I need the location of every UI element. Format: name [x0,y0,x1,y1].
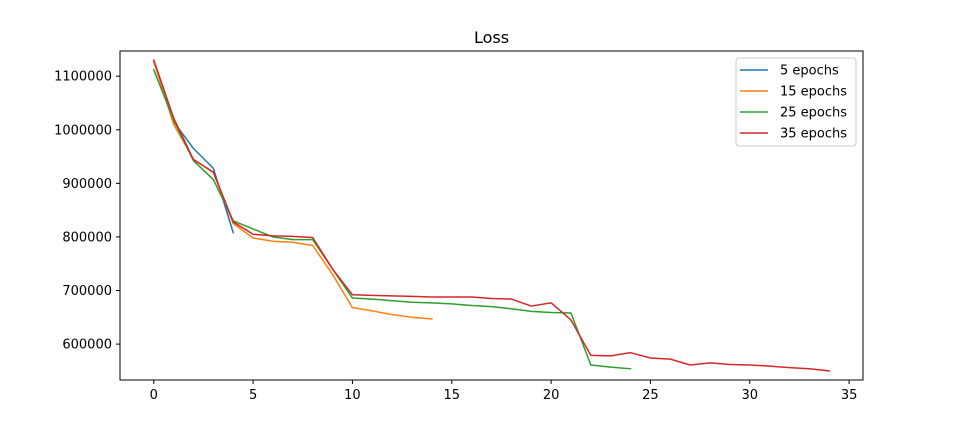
y-tick-label: 1000000 [54,123,112,138]
x-tick-label: 10 [344,388,361,403]
plot-area: 0 5 10 15 20 25 30 35 600000 700000 800000 900000 10… [54,50,864,403]
y-tick-label: 900000 [62,177,112,192]
legend-label-1: 5 epochs [780,64,839,79]
legend-label-2: 15 epochs [780,85,847,100]
y-tick-label: 600000 [62,338,112,353]
x-tick-label: 20 [543,388,560,403]
series-lines [152,59,831,372]
x-tick-label: 35 [841,388,858,403]
series-line-2 [152,60,433,320]
y-tick-label: 1100000 [54,70,112,85]
y-tick-label: 800000 [62,230,112,245]
series-line-1 [152,60,235,234]
x-tick-label: 30 [741,388,758,403]
legend: 5 epochs 15 epochs 25 epochs 35 epochs [735,57,857,147]
chart-title: Loss [474,28,509,47]
y-tick-label: 700000 [62,284,112,299]
x-tick-label: 15 [443,388,460,403]
series-line-3 [152,68,632,370]
x-tick-label: 5 [249,388,257,403]
legend-label-4: 35 epochs [780,127,847,142]
legend-box [735,57,857,147]
axes-frame [119,50,864,381]
legend-label-3: 25 epochs [780,106,847,121]
x-tick-label: 25 [642,388,659,403]
series-line-4 [152,59,831,372]
x-tick-label: 0 [150,388,158,403]
